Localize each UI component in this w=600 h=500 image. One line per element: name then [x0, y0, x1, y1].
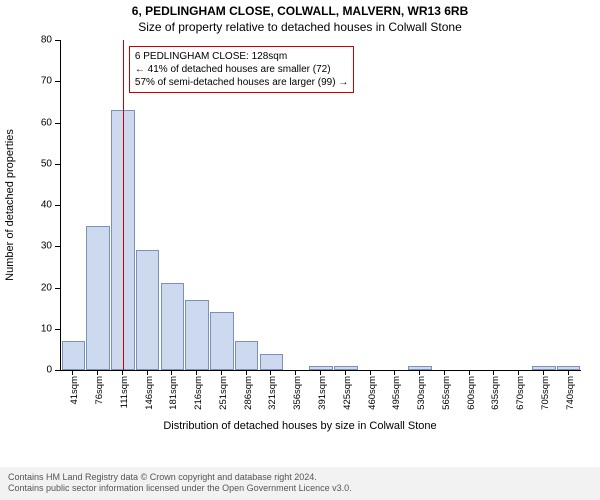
- x-tick-label: 146sqm: [144, 376, 155, 410]
- y-tick-label: 30: [0, 241, 52, 252]
- x-tick-label: 251sqm: [218, 376, 229, 410]
- annotation-line-1: 6 PEDLINGHAM CLOSE: 128sqm: [135, 50, 348, 63]
- x-axis-label: Distribution of detached houses by size …: [0, 420, 600, 432]
- y-tick-label: 40: [0, 200, 52, 211]
- x-tick-label: 495sqm: [391, 376, 402, 410]
- x-tick-label: 600sqm: [466, 376, 477, 410]
- histogram-bar: [210, 312, 234, 370]
- footer-line-2: Contains public sector information licen…: [8, 483, 592, 495]
- y-tick: [55, 205, 60, 206]
- chart-title: 6, PEDLINGHAM CLOSE, COLWALL, MALVERN, W…: [0, 4, 600, 18]
- y-tick: [55, 246, 60, 247]
- x-tick: [345, 370, 346, 375]
- x-tick-label: 635sqm: [490, 376, 501, 410]
- histogram-bar: [62, 341, 86, 370]
- y-tick-label: 50: [0, 158, 52, 169]
- y-tick-label: 60: [0, 117, 52, 128]
- x-tick-label: 670sqm: [515, 376, 526, 410]
- x-tick-label: 321sqm: [267, 376, 278, 410]
- x-tick: [444, 370, 445, 375]
- x-tick-label: 705sqm: [540, 376, 551, 410]
- x-tick: [568, 370, 569, 375]
- x-tick-label: 356sqm: [292, 376, 303, 410]
- x-tick-label: 425sqm: [342, 376, 353, 410]
- chart-container: 6, PEDLINGHAM CLOSE, COLWALL, MALVERN, W…: [0, 0, 600, 500]
- y-tick-label: 80: [0, 35, 52, 46]
- histogram-bar: [235, 341, 259, 370]
- histogram-bar: [334, 366, 358, 370]
- x-tick-label: 41sqm: [69, 376, 80, 405]
- x-tick: [221, 370, 222, 375]
- chart-subtitle: Size of property relative to detached ho…: [0, 20, 600, 34]
- histogram-bar: [161, 283, 185, 370]
- x-tick: [320, 370, 321, 375]
- plot-area: 6 PEDLINGHAM CLOSE: 128sqm ← 41% of deta…: [60, 40, 581, 371]
- x-tick-label: 391sqm: [317, 376, 328, 410]
- x-tick: [270, 370, 271, 375]
- y-tick: [55, 123, 60, 124]
- y-tick-label: 10: [0, 323, 52, 334]
- x-tick: [147, 370, 148, 375]
- y-tick: [55, 370, 60, 371]
- x-tick-label: 530sqm: [416, 376, 427, 410]
- x-tick: [543, 370, 544, 375]
- y-tick: [55, 40, 60, 41]
- x-tick: [469, 370, 470, 375]
- x-tick: [518, 370, 519, 375]
- y-tick: [55, 164, 60, 165]
- x-tick: [295, 370, 296, 375]
- x-tick: [72, 370, 73, 375]
- x-tick-label: 740sqm: [565, 376, 576, 410]
- x-tick: [246, 370, 247, 375]
- x-tick: [196, 370, 197, 375]
- x-tick-label: 286sqm: [243, 376, 254, 410]
- x-tick-label: 460sqm: [367, 376, 378, 410]
- annotation-box: 6 PEDLINGHAM CLOSE: 128sqm ← 41% of deta…: [129, 46, 354, 93]
- x-tick: [370, 370, 371, 375]
- y-tick-label: 70: [0, 76, 52, 87]
- x-tick-label: 181sqm: [168, 376, 179, 410]
- annotation-line-3: 57% of semi-detached houses are larger (…: [135, 76, 348, 89]
- x-tick-label: 111sqm: [119, 376, 130, 408]
- footer: Contains HM Land Registry data © Crown c…: [0, 467, 600, 500]
- histogram-bar: [532, 366, 556, 370]
- histogram-bar: [185, 300, 209, 370]
- x-tick-label: 216sqm: [193, 376, 204, 410]
- x-tick: [493, 370, 494, 375]
- histogram-bar: [86, 226, 110, 370]
- x-tick: [97, 370, 98, 375]
- y-tick-label: 0: [0, 365, 52, 376]
- histogram-bar: [136, 250, 160, 370]
- x-tick: [171, 370, 172, 375]
- y-tick-label: 20: [0, 282, 52, 293]
- x-tick-label: 565sqm: [441, 376, 452, 410]
- x-tick: [394, 370, 395, 375]
- y-tick: [55, 288, 60, 289]
- annotation-line-2: ← 41% of detached houses are smaller (72…: [135, 63, 348, 76]
- x-tick-label: 76sqm: [94, 376, 105, 405]
- reference-line: [123, 40, 124, 370]
- histogram-bar: [260, 354, 284, 371]
- x-tick: [122, 370, 123, 375]
- footer-line-1: Contains HM Land Registry data © Crown c…: [8, 472, 592, 484]
- y-tick: [55, 81, 60, 82]
- y-tick: [55, 329, 60, 330]
- x-tick: [419, 370, 420, 375]
